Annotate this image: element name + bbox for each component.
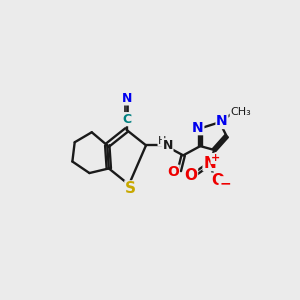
Text: S: S bbox=[125, 181, 136, 196]
Text: C: C bbox=[123, 113, 132, 126]
Text: CH₃: CH₃ bbox=[230, 107, 251, 117]
Text: N: N bbox=[163, 139, 173, 152]
Text: H: H bbox=[158, 136, 166, 146]
Text: +: + bbox=[211, 153, 220, 164]
Text: O: O bbox=[184, 168, 197, 183]
Text: N: N bbox=[192, 121, 204, 135]
Text: N: N bbox=[216, 115, 228, 128]
Text: O: O bbox=[167, 165, 179, 179]
Text: −: − bbox=[219, 177, 231, 191]
Text: N: N bbox=[122, 92, 133, 105]
Text: O: O bbox=[212, 173, 225, 188]
Text: N: N bbox=[203, 155, 216, 170]
